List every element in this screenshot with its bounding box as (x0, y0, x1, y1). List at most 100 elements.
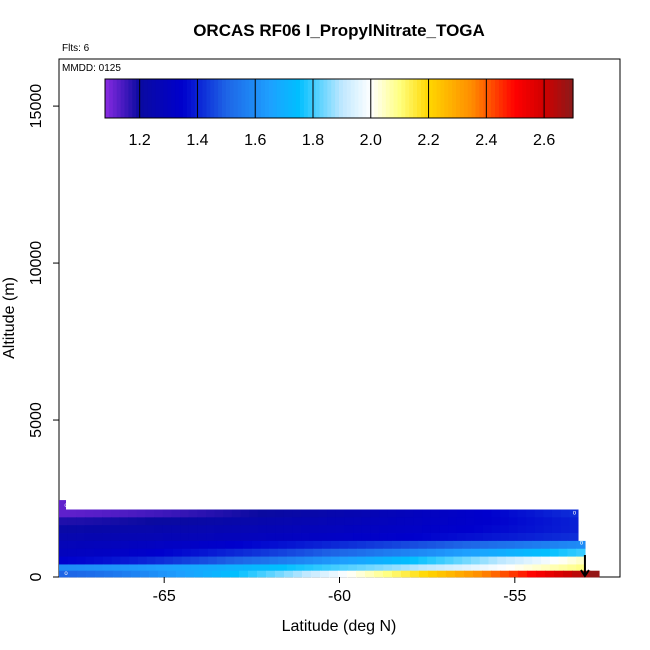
data-cell (251, 540, 262, 550)
colorbar-cell (498, 79, 504, 118)
data-cell (154, 533, 164, 542)
data-cell (313, 548, 323, 557)
data-cell (319, 570, 330, 578)
colorbar-cell (549, 79, 555, 118)
colorbar-tick-label: 2.0 (360, 132, 382, 149)
data-cell (523, 556, 533, 565)
data-cell (188, 517, 198, 526)
data-cell (348, 548, 358, 557)
data-cell (448, 509, 458, 518)
data-cell (269, 548, 279, 557)
data-cell (439, 533, 449, 542)
data-cell (162, 533, 173, 542)
colorbar-cell (471, 79, 477, 118)
data-cell (171, 509, 181, 518)
data-cell (541, 556, 551, 565)
data-cell (249, 525, 259, 534)
colorbar-cell (358, 79, 363, 118)
data-cell (353, 533, 363, 542)
data-cell (553, 570, 564, 578)
data-cell (119, 533, 129, 542)
data-cell (488, 540, 498, 550)
data-cell (409, 564, 419, 572)
colorbar-cell (374, 79, 379, 118)
data-cell (310, 570, 321, 578)
data-cell (444, 548, 455, 557)
data-cell (214, 509, 224, 518)
colorbar-cell (225, 79, 231, 118)
data-cell (549, 540, 560, 550)
data-cell (365, 540, 376, 550)
colorbar-cell (534, 79, 539, 118)
data-cell (231, 525, 242, 534)
data-cell (206, 533, 216, 542)
data-cell (283, 525, 294, 534)
data-cell (181, 548, 192, 557)
data-cell (223, 509, 233, 518)
data-cell (137, 564, 148, 572)
data-cell (59, 548, 69, 557)
data-cell (145, 517, 155, 526)
data-cell (413, 533, 423, 542)
data-cell (59, 525, 69, 534)
data-cell (275, 509, 285, 518)
data-cell (180, 517, 190, 526)
data-cell (543, 517, 553, 526)
data-cell (67, 517, 77, 526)
data-cell (309, 533, 320, 542)
colorbar-tick-label: 1.6 (244, 132, 266, 149)
data-cell (67, 570, 78, 578)
data-cell (456, 525, 467, 534)
colorbar-cell (272, 79, 278, 118)
data-cell (409, 556, 419, 565)
data-cell (309, 525, 320, 534)
data-cell (269, 564, 279, 572)
colorbar-tick-label: 2.4 (475, 132, 497, 149)
data-cell (225, 564, 235, 572)
data-cell (119, 525, 129, 534)
data-cell (93, 525, 103, 534)
colorbar-cell (569, 79, 574, 118)
data-cell (462, 540, 472, 550)
colorbar-cell (167, 79, 172, 118)
colorbar-cell (362, 79, 367, 118)
data-cell (180, 525, 190, 534)
data-cell (543, 533, 553, 542)
data-cell (453, 540, 463, 550)
data-cell (558, 564, 569, 572)
data-cell (462, 548, 472, 557)
data-cell (295, 540, 306, 550)
colorbar-cell (545, 79, 551, 118)
data-cell (344, 525, 354, 534)
data-cell (231, 517, 242, 526)
data-cell (479, 548, 490, 557)
data-cell (558, 540, 569, 550)
data-cell (379, 517, 389, 526)
data-cell (392, 564, 402, 572)
data-cell (488, 548, 498, 557)
data-cell (137, 540, 148, 550)
data-cell (120, 564, 130, 572)
data-cell (171, 525, 181, 534)
data-cell (76, 548, 86, 557)
data-cell (274, 570, 285, 578)
data-cell (526, 509, 536, 518)
data-cell (301, 517, 311, 526)
colorbar-tick-label: 2.6 (533, 132, 555, 149)
data-cell (136, 525, 147, 534)
data-cell (418, 556, 428, 565)
data-cell (164, 548, 174, 557)
data-cell (59, 509, 69, 518)
data-cell (321, 564, 332, 572)
data-cell (491, 509, 501, 518)
y-tick-label: 15000 (28, 84, 45, 129)
data-cell (549, 564, 560, 572)
data-cell (335, 525, 346, 534)
data-cell (111, 540, 121, 550)
data-cell (435, 548, 446, 557)
data-cell (534, 517, 544, 526)
colorbar-cell (190, 79, 196, 118)
data-cell (413, 509, 423, 518)
data-cell (567, 548, 577, 557)
data-cell (260, 548, 270, 557)
